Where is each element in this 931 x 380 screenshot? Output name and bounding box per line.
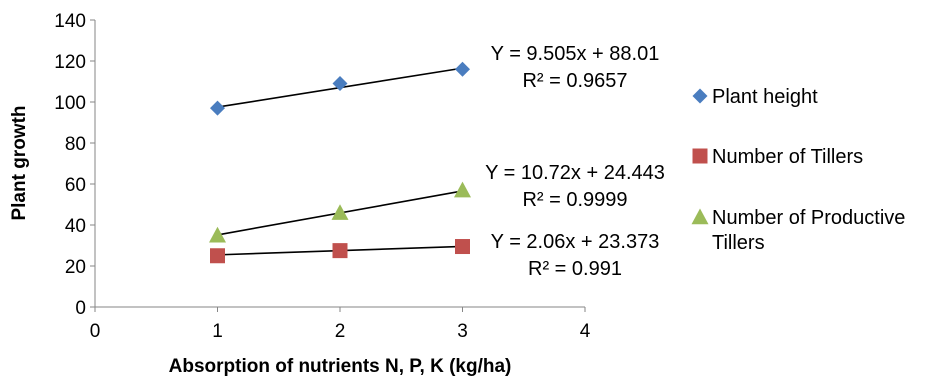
legend-marker-plant-height bbox=[692, 88, 708, 104]
data-point-plant-height bbox=[332, 76, 348, 92]
legend: Plant height Number of Tillers Number of P… bbox=[691, 86, 905, 254]
trend-equation-number-of-tillers: Y = 2.06x + 23.373 bbox=[491, 231, 660, 253]
y-tick-label: 100 bbox=[54, 93, 86, 114]
trend-r2-plant-height: R² = 0.9657 bbox=[522, 70, 627, 92]
y-tick-label: 80 bbox=[65, 134, 86, 155]
data-point-number-of-productive-tillers bbox=[454, 181, 471, 198]
legend-marker-number-of-productive-tillers bbox=[691, 208, 709, 225]
y-tick-label: 20 bbox=[65, 257, 86, 278]
y-tick-label: 60 bbox=[65, 175, 86, 196]
x-tick-label: 1 bbox=[212, 321, 223, 342]
trend-equation-number-of-productive-tillers: Y = 10.72x + 24.443 bbox=[485, 162, 665, 184]
plot-area: 0 20 40 60 80 100 120 140 0 1 2 3 4 Y = 9.505x + 88.0… bbox=[54, 11, 665, 342]
legend-label-number-of-productive-tillers: Tillers bbox=[712, 232, 765, 254]
y-tick-label: 40 bbox=[65, 216, 86, 237]
data-point-plant-height bbox=[455, 61, 470, 77]
data-point-number-of-productive-tillers bbox=[209, 226, 226, 243]
x-tick-label: 0 bbox=[90, 321, 101, 342]
data-point-number-of-tillers bbox=[210, 248, 225, 264]
y-tick-label: 0 bbox=[75, 298, 86, 319]
data-point-number-of-productive-tillers bbox=[331, 204, 349, 220]
data-point-plant-height bbox=[210, 100, 225, 116]
x-tick-label: 4 bbox=[580, 321, 591, 342]
trend-r2-number-of-tillers: R² = 0.991 bbox=[528, 258, 622, 280]
legend-label-plant-height: Plant height bbox=[712, 86, 818, 108]
data-point-number-of-tillers bbox=[455, 239, 470, 255]
y-axis-title: Plant growth bbox=[9, 105, 30, 220]
y-tick-label: 120 bbox=[54, 52, 86, 73]
data-point-number-of-tillers bbox=[332, 243, 348, 259]
x-axis-title: Absorption of nutrients N, P, K (kg/ha) bbox=[169, 356, 512, 377]
legend-label-number-of-productive-tillers: Number of Productive bbox=[712, 207, 905, 229]
trend-equation-plant-height: Y = 9.505x + 88.01 bbox=[491, 43, 660, 65]
x-tick-label: 3 bbox=[457, 321, 468, 342]
x-tick-label: 2 bbox=[335, 321, 346, 342]
y-tick-label: 140 bbox=[54, 11, 86, 32]
legend-marker-number-of-tillers bbox=[692, 148, 708, 164]
legend-label-number-of-tillers: Number of Tillers bbox=[712, 146, 863, 168]
trend-r2-number-of-productive-tillers: R² = 0.9999 bbox=[522, 189, 627, 211]
